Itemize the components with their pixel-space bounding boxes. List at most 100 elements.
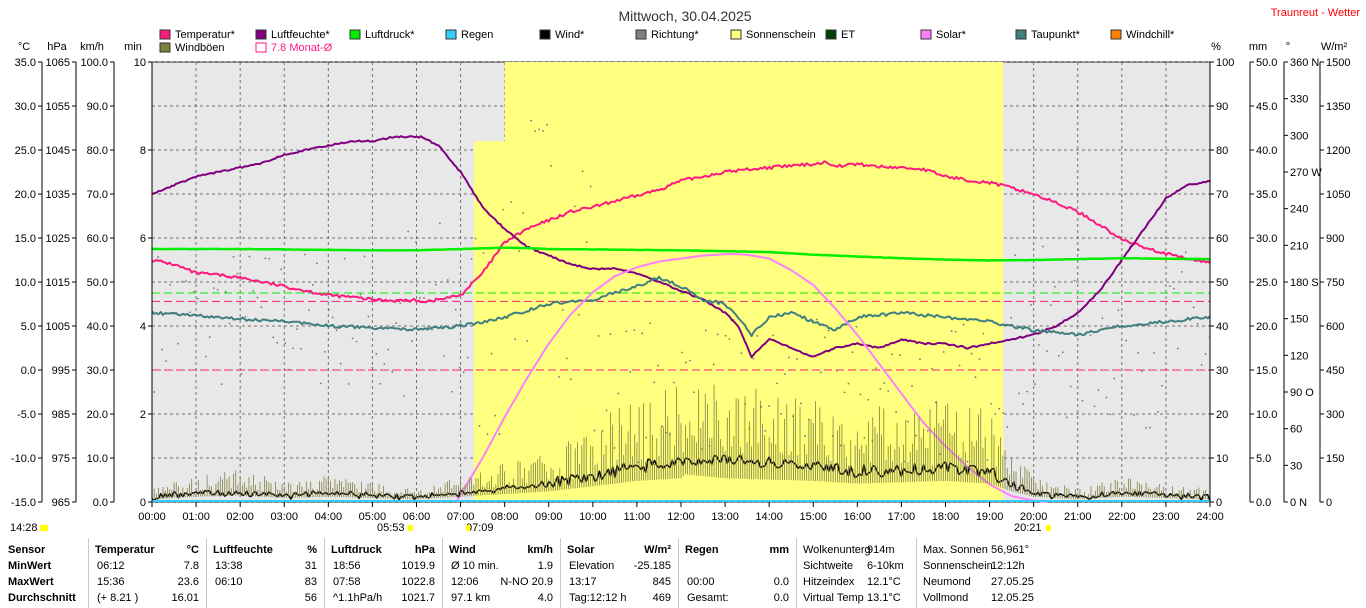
axis-tick-direction: 30 (1290, 460, 1302, 472)
direction-dot (855, 325, 858, 328)
direction-dot (431, 328, 433, 331)
stats-row: Wind km/h (443, 542, 561, 558)
direction-dot (847, 382, 850, 385)
stats-row: 13:17 845 (561, 574, 679, 590)
direction-dot (764, 430, 767, 432)
stats-row: Sensor (0, 542, 88, 558)
axis-tick-wind: 30.0 (87, 365, 108, 377)
stats-cell-label: 06:12 (97, 560, 125, 572)
legend-swatch (255, 42, 267, 53)
direction-dot (625, 330, 628, 333)
series-line (151, 160, 1211, 304)
sunshine-bar (548, 62, 594, 502)
direction-dot (1053, 285, 1056, 288)
stats-row: Durchschnitt (0, 590, 88, 606)
axis-unit-pressure: hPa (47, 41, 67, 53)
direction-dot (895, 411, 898, 414)
direction-dot (165, 360, 168, 363)
direction-dot (260, 306, 263, 309)
axis-tick-direction: 90 O (1290, 387, 1314, 399)
direction-dot (228, 322, 231, 325)
legend-label: Windchill* (1126, 29, 1175, 41)
direction-dot (974, 376, 977, 379)
axis-tick-humidity: 100 (1216, 57, 1234, 69)
stats-cell-label: Neumond (923, 576, 971, 588)
axis-tick-wind: 20.0 (87, 409, 108, 421)
axis-tick-wind: 90.0 (87, 101, 108, 113)
direction-dot (212, 287, 215, 290)
stats-cell-value: 31 (304, 560, 317, 572)
direction-dot (315, 262, 318, 265)
marker-sun (1046, 525, 1051, 531)
axis-tick-pressure: 1065 (46, 57, 70, 69)
direction-dot (403, 395, 406, 397)
stats-cell-label: Max. Sonnen (923, 544, 988, 556)
direction-dot (240, 373, 243, 375)
direction-dot (236, 272, 239, 275)
direction-dot (284, 342, 287, 345)
direction-dot (915, 434, 917, 437)
chart-title: Mittwoch, 30.04.2025 (618, 8, 751, 24)
direction-dot (339, 362, 342, 365)
axis-tick-wind: 10.0 (87, 453, 108, 465)
direction-dot (637, 461, 640, 464)
direction-dot (1192, 306, 1195, 309)
direction-dot (272, 336, 275, 339)
stats-cell-value: 0.0 (773, 576, 789, 588)
direction-dot (994, 413, 997, 415)
stats-cell-label: Virtual Temp (803, 592, 864, 604)
direction-dot (760, 406, 763, 408)
direction-dot (427, 326, 429, 328)
direction-dot (542, 130, 544, 132)
legend-swatch (159, 42, 171, 53)
site-link[interactable]: Traunreut - Wetter (1271, 7, 1361, 19)
axis-tick-rain: 45.0 (1256, 101, 1277, 113)
axis-tick-direction: 330 (1290, 94, 1308, 106)
stats-cell-label: Wolkenunterg (803, 544, 871, 556)
axis-tick-solar: 900 (1326, 233, 1344, 245)
stats-cell-label: 15:36 (97, 576, 125, 588)
axis-tick-rain: 40.0 (1256, 145, 1277, 157)
axis-tick-temp: 10.0 (15, 277, 36, 289)
stats-header: Luftdruck (331, 544, 382, 556)
stats-cell-value: 16.01 (171, 592, 199, 604)
axis-tick-temp: 30.0 (15, 101, 36, 113)
direction-dot (704, 329, 707, 332)
direction-dot (879, 387, 882, 390)
stats-col-extra1: Wolkenunterg 914m Sichtweite 6-10km Hitzeind… (796, 538, 913, 608)
x-tick-label: 12:00 (667, 511, 695, 523)
direction-dot (692, 391, 695, 394)
direction-dot (807, 418, 810, 421)
axis-tick-pressure: 1045 (46, 145, 70, 157)
stats-cell-value: 12.05.25 (991, 592, 1034, 604)
direction-dot (335, 329, 338, 332)
stats-cell-value: 914m (867, 544, 895, 556)
stats-cell-label: Ø 10 min. (451, 560, 499, 572)
legend-label: 7.8 Monat-Ø (271, 42, 333, 54)
x-tick-label: 03:00 (270, 511, 298, 523)
direction-dot (716, 333, 719, 336)
series-line (151, 135, 1211, 359)
axis-tick-sun_min: 0 (140, 497, 146, 509)
direction-dot (486, 433, 489, 436)
stats-cell-label: Elevation (569, 560, 615, 572)
axis-tick-pressure: 995 (52, 365, 70, 377)
direction-dot (657, 364, 659, 367)
direction-dot (887, 390, 890, 392)
x-tick-label: 02:00 (226, 511, 254, 523)
legend-swatch (730, 29, 742, 40)
axis-tick-humidity: 80 (1216, 145, 1228, 157)
x-tick-label: 20:00 (1020, 511, 1048, 523)
stats-cell-label: Vollmond (923, 592, 969, 604)
x-tick-label: 14:00 (755, 511, 783, 523)
axis-tick-humidity: 90 (1216, 101, 1228, 113)
stats-unit: km/h (527, 544, 553, 556)
direction-dot (224, 290, 227, 293)
axis-tick-solar: 1500 (1326, 57, 1350, 69)
stats-row: Hitzeindex 12.1°C (797, 574, 913, 590)
direction-dot (875, 367, 878, 370)
direction-dot (573, 205, 576, 208)
direction-dot (1030, 304, 1032, 306)
stats-row: 13:38 31 (207, 558, 325, 574)
direction-dot (268, 257, 271, 260)
